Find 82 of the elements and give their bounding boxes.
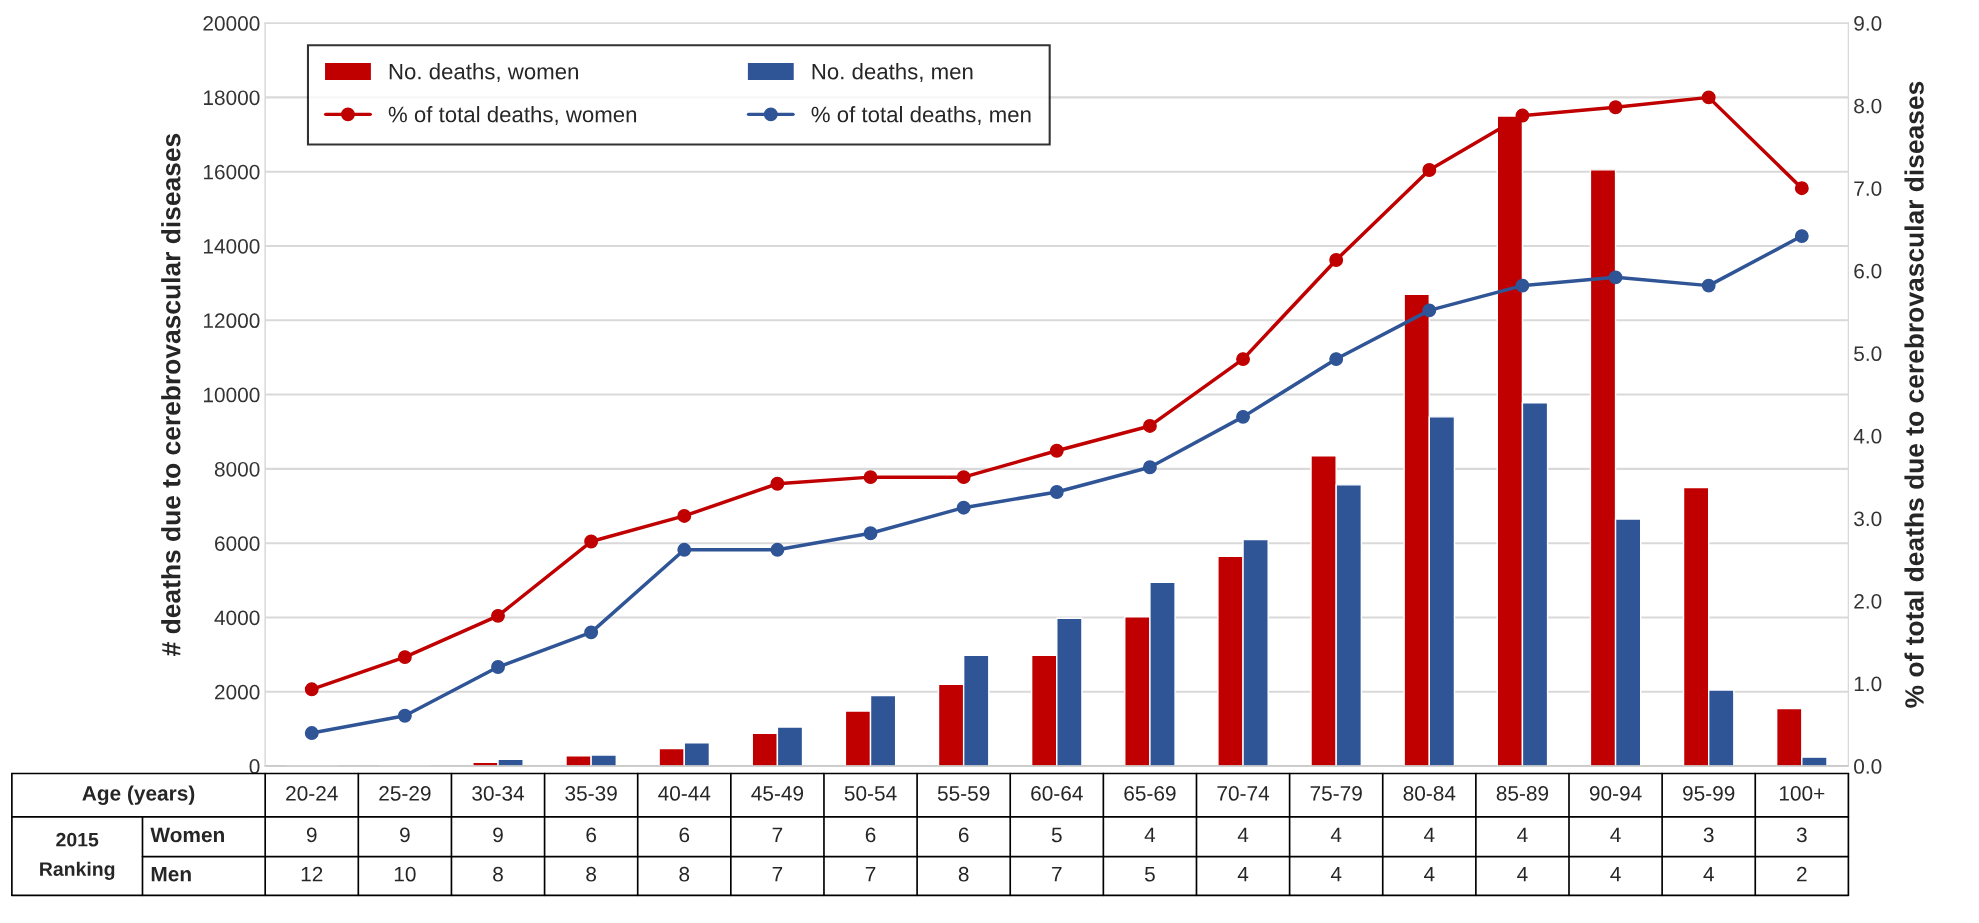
y-tick-label: 14000 — [203, 238, 260, 254]
text: 4 — [1237, 866, 1249, 882]
x-tick-label: 65-69 — [1124, 786, 1176, 801]
x-tick-label: 85-89 — [1496, 786, 1549, 801]
y-tick-label: 0 — [249, 759, 260, 774]
text: 3 — [1703, 827, 1714, 843]
y2-tick-label: 1.0 — [1854, 676, 1882, 692]
y2-tick-label: 2.0 — [1854, 593, 1882, 609]
y2-tick-label: 8.0 — [1854, 98, 1882, 114]
y2-tick-label: 6.0 — [1854, 263, 1882, 279]
text: 12 — [301, 866, 323, 882]
x-tick-label: 25-29 — [379, 786, 431, 801]
text: 4 — [1610, 827, 1621, 843]
y2-tick-label: 7.0 — [1854, 181, 1882, 196]
text: 6 — [958, 827, 969, 843]
y2-tick-label: 3.0 — [1854, 511, 1882, 527]
legend-label: % of total deaths, men — [811, 106, 1031, 125]
text: 8 — [586, 866, 597, 882]
text: 4 — [1610, 866, 1621, 882]
text: Men — [151, 866, 191, 882]
x-tick-label: 40-44 — [658, 786, 711, 801]
y2-axis-title: % of total deaths due to cerebrovascular diseases — [1904, 81, 1924, 708]
y-tick-label: 2000 — [215, 684, 260, 700]
text: 2 — [1797, 866, 1807, 882]
text: 6 — [679, 827, 690, 843]
y-tick-label: 12000 — [203, 313, 260, 329]
text: 7 — [772, 866, 783, 882]
text: 4 — [1517, 866, 1528, 882]
legend-label: No. deaths, women — [389, 63, 578, 83]
text: 4 — [1237, 827, 1249, 843]
y-tick-label: 8000 — [214, 461, 260, 477]
text: 3 — [1796, 827, 1807, 843]
x-tick-label: 55-59 — [937, 786, 990, 801]
legend-label: % of total deaths, women — [388, 106, 637, 125]
text: 8 — [958, 866, 969, 882]
x-tick-label: 100+ — [1779, 786, 1825, 801]
text: 7 — [865, 866, 876, 882]
x-tick-label: 50-54 — [844, 786, 897, 801]
x-tick-label: 95-99 — [1683, 786, 1735, 801]
text: 6 — [865, 827, 876, 843]
x-tick-label: 45-49 — [751, 786, 804, 801]
text: 8 — [679, 866, 690, 882]
text: 9 — [306, 827, 317, 843]
text: 5 — [1144, 866, 1155, 882]
y2-tick-label: 5.0 — [1854, 346, 1882, 362]
text: 4 — [1330, 866, 1342, 882]
text: 4 — [1330, 827, 1342, 843]
text: 6 — [586, 827, 597, 843]
x-tick-label: 20-24 — [286, 786, 338, 801]
x-tick-label: 30-34 — [472, 786, 525, 801]
y-tick-label: 10000 — [203, 387, 260, 403]
text: 8 — [493, 866, 503, 882]
text: 4 — [1423, 827, 1435, 843]
text: 4 — [1703, 866, 1714, 882]
x-tick-label: 35-39 — [565, 786, 617, 801]
text: 7 — [1052, 866, 1062, 882]
y-axis-title: # deaths due to cerebrovascular diseases — [161, 133, 181, 656]
text: 9 — [400, 827, 410, 843]
text: Women — [150, 827, 224, 843]
y-tick-label: 20000 — [203, 16, 260, 31]
legend-label: No. deaths, men — [812, 63, 973, 83]
text: 7 — [772, 827, 783, 843]
text: 9 — [493, 827, 503, 843]
text: 5 — [1051, 827, 1062, 843]
text: 2015 Ranking — [40, 832, 115, 880]
y2-tick-label: 0.0 — [1854, 759, 1882, 774]
x-tick-label: 75-79 — [1310, 786, 1362, 801]
y-tick-label: 4000 — [214, 610, 260, 626]
x-tick-label: 80-84 — [1403, 786, 1456, 801]
x-tick-label: 70-74 — [1217, 786, 1270, 801]
text: 4 — [1144, 827, 1156, 843]
y-tick-label: 6000 — [215, 536, 260, 551]
text: 4 — [1423, 866, 1435, 882]
text: 10 — [394, 866, 416, 882]
y2-tick-label: 9.0 — [1854, 16, 1882, 31]
x-tick-label: 90-94 — [1589, 786, 1642, 801]
y-tick-label: 16000 — [203, 164, 260, 180]
text: 4 — [1517, 827, 1528, 843]
y-tick-label: 18000 — [203, 90, 260, 106]
y2-tick-label: 4.0 — [1853, 428, 1882, 444]
x-tick-label: 60-64 — [1031, 786, 1083, 801]
x-axis-title: Age (years) — [82, 785, 195, 805]
